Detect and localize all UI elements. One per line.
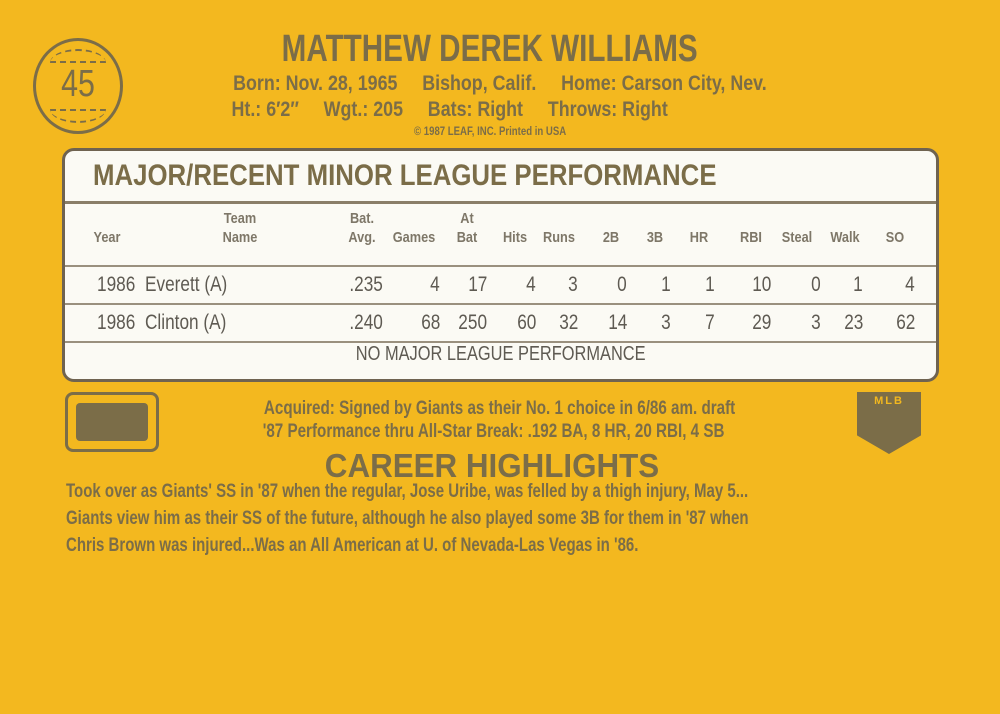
highlights-line: Took over as Giants' SS in '87 when the …	[66, 481, 749, 502]
column-header: Year	[82, 228, 133, 247]
table-cell: 3	[568, 273, 578, 296]
bio-line-1: Born: Nov. 28, 1965 Bishop, Calif. Home:…	[233, 72, 767, 95]
column-header: Runs	[539, 228, 580, 247]
column-header-text: HR	[689, 229, 709, 246]
column-header-text: RBI	[740, 229, 762, 246]
column-header: Walk	[826, 228, 863, 247]
table-cell: 3	[661, 311, 671, 334]
table-cell: 29	[751, 311, 771, 334]
no-major-league-note: NO MAJOR LEAGUE PERFORMANCE	[355, 343, 646, 365]
table-cell: 3	[811, 311, 821, 334]
column-header: Games	[388, 228, 441, 247]
column-header: SO	[878, 228, 912, 247]
copyright: © 1987 LEAF, INC. Printed in USA	[413, 124, 567, 138]
table-cell: 1	[853, 273, 863, 296]
highlights-line: Giants view him as their SS of the futur…	[66, 508, 749, 529]
column-header-text: 2B	[602, 229, 620, 246]
column-header-text: Walk	[830, 229, 860, 246]
table-cell: 1	[705, 273, 715, 296]
stats-header-row: Year Team Name Bat. Avg. Games At Bat Hits Runs 2B…	[65, 207, 936, 267]
table-cell: 1	[661, 273, 671, 296]
column-header-text: Year	[93, 229, 121, 246]
column-header: Steal	[775, 228, 819, 247]
table-cell: 1986	[97, 273, 136, 296]
table-cell: 4	[526, 273, 536, 296]
table-cell: 17	[467, 273, 487, 296]
table-cell: 68	[420, 311, 440, 334]
player-name: MATTHEW DEREK WILLIAMS	[281, 28, 699, 70]
table-cell: 0	[617, 273, 627, 296]
column-header: Bat. Avg.	[341, 209, 384, 247]
column-header-text: Runs	[543, 229, 575, 246]
table-cell: Clinton (A)	[145, 311, 227, 334]
column-header-text: Team	[223, 210, 257, 227]
table-cell: 14	[607, 311, 627, 334]
column-header-text: Name	[222, 229, 258, 246]
table-cell: 7	[705, 311, 715, 334]
performance-text: '87 Performance thru All-Star Break: .19…	[263, 421, 725, 442]
baseball-seam-icon	[50, 109, 106, 123]
highlights-line: Chris Brown was injured...Was an All Ame…	[66, 535, 639, 556]
table-cell: 250	[458, 311, 487, 334]
column-header-text: Avg.	[348, 229, 376, 246]
column-header-text: Bat.	[349, 210, 375, 227]
column-header-text: SO	[885, 229, 905, 246]
column-header-text: Bat	[456, 229, 478, 246]
career-highlights-title: CAREER HIGHLIGHTS	[324, 447, 660, 484]
column-header-text: Hits	[502, 229, 528, 246]
column-header: Hits	[496, 228, 533, 247]
official-licensee-logo	[65, 392, 159, 452]
table-cell: 4	[905, 273, 915, 296]
baseball-seam-icon	[50, 49, 106, 63]
column-header: 2B	[596, 228, 627, 247]
column-header: Team Name	[210, 209, 270, 247]
table-cell: 4	[430, 273, 440, 296]
card-number: 45	[61, 63, 95, 105]
batter-silhouette-icon	[76, 403, 148, 441]
table-cell: 23	[843, 311, 863, 334]
table-cell: 60	[516, 311, 536, 334]
stats-table-title: MAJOR/RECENT MINOR LEAGUE PERFORMANCE	[93, 159, 717, 192]
stats-table: MAJOR/RECENT MINOR LEAGUE PERFORMANCE Ye…	[62, 148, 939, 382]
table-cell: 0	[811, 273, 821, 296]
column-header-text: Games	[392, 229, 436, 246]
table-row: 1986 Clinton (A) .240 68 250 60 32 14 3 7 29 3 23 62	[65, 305, 936, 343]
bio-line-2: Ht.: 6′2″ Wgt.: 205 Bats: Right Throws: …	[231, 98, 669, 121]
column-header-text: Steal	[781, 229, 813, 246]
column-header-text: At	[460, 210, 474, 227]
table-cell: .235	[349, 273, 383, 296]
baseball-card-number-badge: 45	[33, 38, 123, 134]
table-row: 1986 Everett (A) .235 4 17 4 3 0 1 1 10 0 1 4	[65, 267, 936, 305]
table-cell: .240	[349, 311, 383, 334]
table-cell: 10	[751, 273, 771, 296]
column-header: HR	[684, 228, 715, 247]
table-cell: 62	[895, 311, 915, 334]
acquired-text: Acquired: Signed by Giants as their No. …	[264, 398, 736, 419]
stats-table-title-band: MAJOR/RECENT MINOR LEAGUE PERFORMANCE	[65, 151, 936, 204]
column-header: At Bat	[448, 209, 485, 247]
table-cell: 1986	[97, 311, 136, 334]
column-header-text: 3B	[646, 229, 664, 246]
table-cell: Everett (A)	[145, 273, 228, 296]
table-cell: 32	[558, 311, 578, 334]
column-header: 3B	[640, 228, 671, 247]
column-header: RBI	[732, 228, 769, 247]
